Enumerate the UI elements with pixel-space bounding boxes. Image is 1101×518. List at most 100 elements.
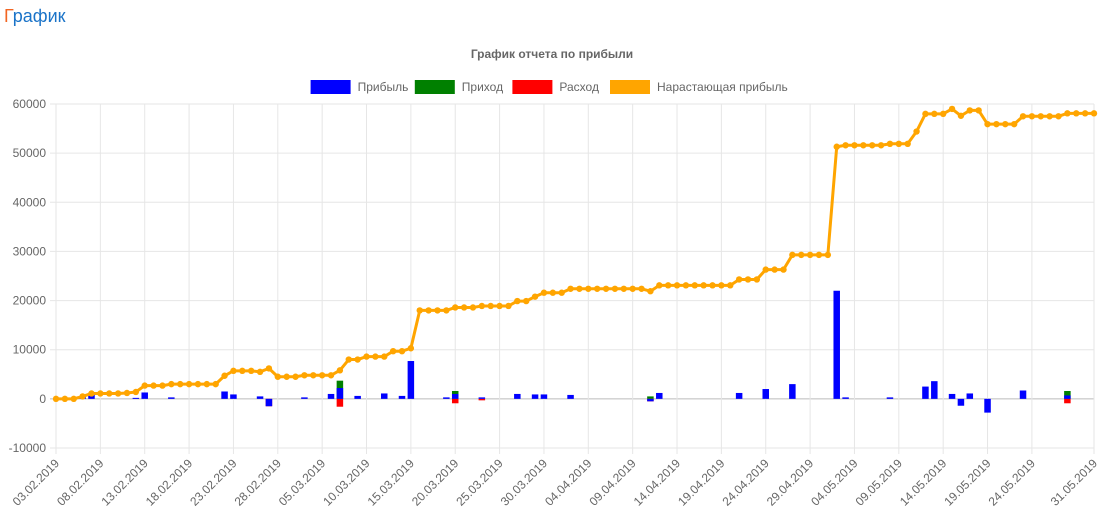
cumulative-point [1073, 110, 1080, 117]
cumulative-point [372, 353, 379, 360]
bar-profit [1064, 395, 1071, 399]
cumulative-point [212, 380, 219, 388]
cumulative-point [487, 302, 494, 310]
cumulative-point [505, 302, 512, 310]
x-tick-label: 10.03.2019 [320, 456, 373, 509]
cumulative-point [398, 347, 406, 355]
bar-profit [230, 394, 237, 399]
bar-profit [789, 384, 796, 399]
cumulative-point [443, 307, 450, 314]
cumulative-point [638, 285, 645, 292]
x-tick-label: 24.05.2019 [986, 456, 1039, 509]
cumulative-point [975, 107, 982, 114]
x-axis: 03.02.201908.02.201913.02.201918.02.2019… [10, 456, 1101, 509]
legend-swatch [610, 80, 650, 94]
cumulative-point [984, 120, 991, 128]
chart-legend: Прибыль Приход Расход Нарастающая прибыль [310, 80, 788, 94]
cumulative-point [141, 382, 148, 389]
x-tick-label: 14.04.2019 [631, 456, 684, 509]
cumulative-point [860, 142, 867, 149]
cumulative-point [239, 367, 246, 375]
cumulative-point [656, 282, 663, 289]
cumulative-point [576, 285, 583, 292]
cumulative-point [629, 285, 636, 292]
cumulative-point [673, 282, 681, 289]
bar-profit [407, 361, 415, 399]
cumulative-point [301, 372, 308, 379]
cumulative-point [789, 251, 796, 259]
bar-profit [514, 393, 521, 399]
x-tick-label: 09.05.2019 [853, 456, 906, 509]
bar-profit [540, 394, 548, 399]
cumulative-point [425, 307, 432, 314]
cumulative-point [354, 356, 361, 363]
x-tick-label: 19.05.2019 [941, 456, 994, 509]
bar-profit [531, 394, 539, 399]
legend-label: Расход [559, 80, 599, 94]
page-title-first-letter: Г [4, 6, 13, 26]
cumulative-point [1064, 110, 1071, 117]
legend-swatch [512, 80, 553, 94]
bar-profit [443, 397, 450, 399]
bar-profit [647, 398, 654, 402]
cumulative-point [691, 282, 698, 289]
bars-layer [79, 290, 1071, 413]
bar-profit [132, 397, 140, 399]
cumulative-point [931, 110, 938, 118]
bar-expense [451, 398, 459, 404]
cumulative-point [363, 353, 370, 360]
bar-profit [762, 389, 769, 399]
x-tick-label: 28.02.2019 [232, 456, 285, 509]
bar-expense [478, 398, 486, 401]
x-tick-label: 15.03.2019 [365, 456, 418, 509]
bar-profit [931, 381, 938, 399]
cumulative-point [939, 110, 947, 118]
cumulative-point [416, 307, 423, 314]
cumulative-point [904, 140, 911, 148]
cumulative-point [824, 251, 832, 259]
cumulative-point [230, 367, 237, 375]
bar-expense [336, 398, 344, 407]
bar-profit [886, 397, 894, 399]
bar-profit [381, 393, 388, 399]
bar-profit [567, 394, 574, 399]
bar-profit [168, 397, 175, 399]
x-tick-label: 30.03.2019 [498, 456, 551, 509]
cumulative-point [1055, 113, 1062, 120]
cumulative-point [256, 368, 264, 376]
cumulative-point [948, 105, 956, 113]
cumulative-point [336, 367, 344, 374]
cumulative-point [620, 285, 627, 292]
cumulative-point [478, 302, 486, 310]
cumulative-point [514, 297, 521, 305]
x-tick-label: 23.02.2019 [187, 456, 240, 509]
cumulative-point [531, 293, 539, 300]
y-tick-label: 40000 [13, 195, 47, 209]
y-axis: 60000 50000 40000 30000 20000 10000 0 -10000 [9, 97, 47, 455]
cumulative-point [52, 395, 60, 403]
x-tick-label: 04.04.2019 [542, 456, 595, 509]
cumulative-point [709, 282, 716, 289]
y-tick-label: 50000 [13, 146, 47, 160]
bar-profit [451, 393, 459, 399]
page-title: График [4, 6, 66, 27]
cumulative-point [496, 302, 503, 310]
chart-title: График отчета по прибыли [471, 47, 633, 61]
cumulative-point [123, 389, 131, 397]
cumulative-point [265, 365, 273, 372]
bar-profit [327, 393, 335, 399]
cumulative-point [318, 372, 326, 379]
x-tick-label: 05.03.2019 [276, 456, 329, 509]
cumulative-point [913, 128, 920, 135]
bar-profit [88, 394, 95, 399]
cumulative-point [851, 142, 858, 149]
cumulative-point [1090, 110, 1098, 117]
cumulative-point [407, 345, 415, 352]
cumulative-point [718, 282, 725, 289]
cumulative-point [611, 285, 619, 292]
x-tick-label: 24.04.2019 [719, 456, 772, 509]
cumulative-point [966, 107, 973, 114]
x-tick-label: 03.02.2019 [10, 456, 63, 509]
bar-profit [948, 393, 956, 399]
cumulative-point [602, 285, 610, 292]
